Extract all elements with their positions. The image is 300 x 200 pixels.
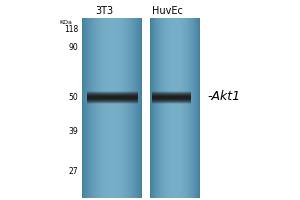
Text: HuvEc: HuvEc (152, 6, 182, 16)
Text: -Akt1: -Akt1 (207, 90, 240, 104)
Text: 27: 27 (68, 168, 78, 176)
Text: 3T3: 3T3 (95, 6, 113, 16)
Text: 39: 39 (68, 127, 78, 136)
Text: 90: 90 (68, 43, 78, 51)
Text: KDa: KDa (59, 20, 72, 24)
Text: 118: 118 (64, 25, 78, 34)
Text: 50: 50 (68, 92, 78, 102)
